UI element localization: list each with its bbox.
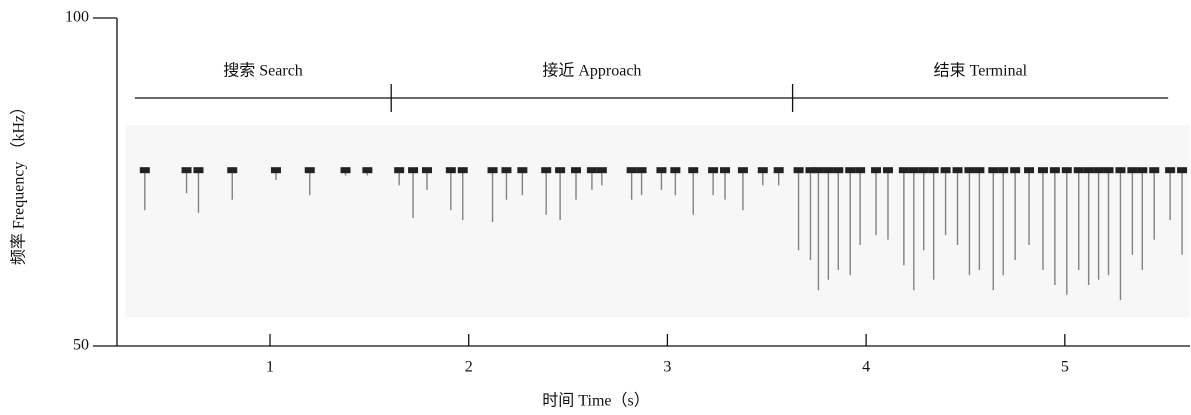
call-head bbox=[181, 167, 192, 174]
call-head bbox=[988, 167, 999, 174]
call-head bbox=[1061, 167, 1072, 174]
call-head bbox=[1103, 167, 1114, 174]
call-head bbox=[571, 167, 582, 174]
call-head bbox=[918, 167, 929, 174]
call-head bbox=[1037, 167, 1048, 174]
call-head bbox=[845, 167, 856, 174]
call-head bbox=[586, 167, 597, 174]
call-head bbox=[626, 167, 637, 174]
call-head bbox=[1137, 167, 1148, 174]
y-tick-label: 100 bbox=[65, 9, 89, 26]
x-axis-label: 时间 Time（s） bbox=[542, 392, 649, 410]
call-head bbox=[773, 167, 784, 174]
call-head bbox=[898, 167, 909, 174]
call-head bbox=[555, 167, 566, 174]
call-head bbox=[1010, 167, 1021, 174]
call-head bbox=[193, 167, 204, 174]
call-head bbox=[688, 167, 699, 174]
call-head bbox=[757, 167, 768, 174]
call-head bbox=[720, 167, 731, 174]
call-head bbox=[708, 167, 719, 174]
call-head bbox=[487, 167, 498, 174]
call-head bbox=[813, 167, 824, 174]
call-head bbox=[394, 167, 405, 174]
call-head bbox=[1093, 167, 1104, 174]
call-head bbox=[1049, 167, 1060, 174]
call-head bbox=[793, 167, 804, 174]
call-head bbox=[304, 167, 315, 174]
call-head bbox=[1115, 167, 1126, 174]
call-head bbox=[227, 167, 238, 174]
call-head bbox=[833, 167, 844, 174]
call-head bbox=[340, 167, 351, 174]
call-head bbox=[1024, 167, 1035, 174]
phase-label: 搜索 Search bbox=[223, 62, 303, 80]
x-tick-label: 1 bbox=[266, 359, 274, 376]
phase-label: 接近 Approach bbox=[542, 62, 641, 80]
call-head bbox=[823, 167, 834, 174]
call-head bbox=[928, 167, 939, 174]
call-head bbox=[1165, 167, 1176, 174]
spectrogram-background bbox=[125, 125, 1190, 317]
call-head bbox=[952, 167, 963, 174]
call-head bbox=[805, 167, 816, 174]
call-head bbox=[908, 167, 919, 174]
call-head bbox=[1177, 167, 1188, 174]
x-tick-label: 5 bbox=[1061, 359, 1069, 376]
call-head bbox=[636, 167, 647, 174]
call-head bbox=[139, 167, 150, 174]
call-head bbox=[408, 167, 419, 174]
call-head bbox=[457, 167, 468, 174]
x-tick-label: 4 bbox=[862, 359, 870, 376]
y-axis-label: 频率 Frequency （kHz） bbox=[10, 99, 28, 265]
call-head bbox=[871, 167, 882, 174]
call-head bbox=[1149, 167, 1160, 174]
call-head bbox=[596, 167, 607, 174]
call-head bbox=[445, 167, 456, 174]
x-tick-label: 3 bbox=[663, 359, 671, 376]
call-head bbox=[1127, 167, 1138, 174]
call-head bbox=[541, 167, 552, 174]
call-head bbox=[940, 167, 951, 174]
call-head bbox=[421, 167, 432, 174]
call-head bbox=[737, 167, 748, 174]
call-head bbox=[998, 167, 1009, 174]
call-head bbox=[501, 167, 512, 174]
call-head bbox=[974, 167, 985, 174]
y-tick-label: 50 bbox=[73, 337, 89, 354]
x-tick-label: 2 bbox=[465, 359, 473, 376]
phase-label: 结束 Terminal bbox=[934, 62, 1028, 80]
call-head bbox=[964, 167, 975, 174]
call-head bbox=[1073, 167, 1084, 174]
call-head bbox=[656, 167, 667, 174]
call-head bbox=[855, 167, 866, 174]
call-head bbox=[882, 167, 893, 174]
call-head bbox=[670, 167, 681, 174]
call-head bbox=[517, 167, 528, 174]
call-head bbox=[270, 167, 281, 174]
call-head bbox=[1083, 167, 1094, 174]
call-head bbox=[362, 167, 373, 174]
